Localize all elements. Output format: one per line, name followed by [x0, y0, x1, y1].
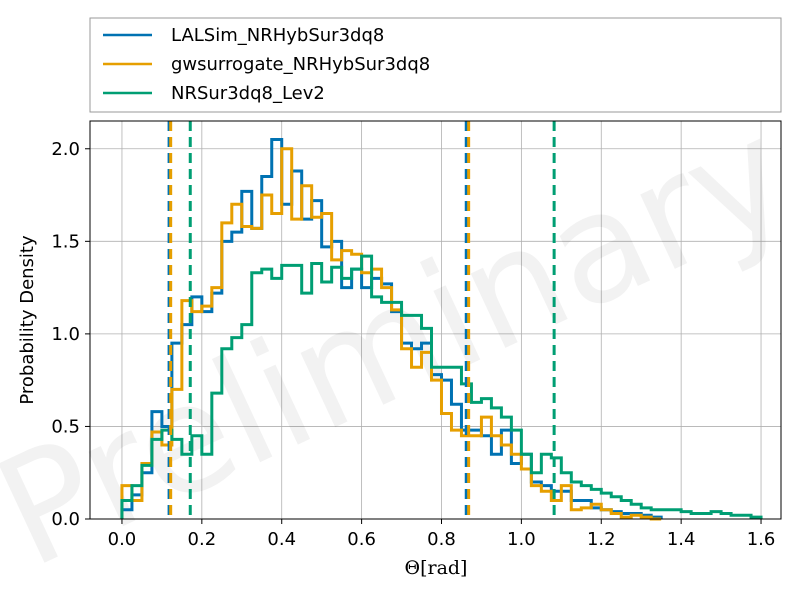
y-tick-label: 1.5 [51, 231, 80, 252]
legend-box [89, 17, 782, 113]
x-tick-label: 1.4 [667, 529, 696, 550]
x-axis-label: Θ[rad] [405, 557, 468, 579]
x-tick-label: 1.2 [587, 529, 616, 550]
plot-frame [89, 120, 782, 520]
legend-label-nrsur: NRSur3dq8_Lev2 [171, 83, 325, 104]
y-tick-label: 0.0 [51, 509, 80, 530]
histogram-series-1 [120, 147, 662, 521]
legend: LALSim_NRHybSur3dq8 gwsurrogate_NRHybSur… [89, 17, 782, 113]
y-axis-label: Probability Density [17, 235, 38, 405]
watermark-text: Preliminary [0, 86, 800, 600]
x-tick-label: 0.6 [347, 529, 376, 550]
x-tick-label: 0.4 [267, 529, 296, 550]
quantile-lines [167, 121, 556, 519]
x-tick-label: 0.0 [108, 529, 137, 550]
y-tick-label: 0.5 [51, 416, 80, 437]
y-tick-label: 2.0 [51, 139, 80, 160]
legend-label-gwsurrogate: gwsurrogate_NRHybSur3dq8 [171, 54, 430, 75]
x-tick-label: 1.0 [507, 529, 536, 550]
y-tick-label: 1.0 [51, 324, 80, 345]
x-tick-label: 0.2 [188, 529, 217, 550]
histogram-series-2 [120, 254, 763, 519]
histogram-series [120, 138, 763, 521]
x-tick-label: 0.8 [427, 529, 456, 550]
legend-label-lalsim: LALSim_NRHybSur3dq8 [171, 25, 384, 46]
axis-ticks: 0.0 0.2 0.4 0.6 0.8 1.0 1.2 1.4 1.6 0.0 0.5 1.0 1.5 2… [51, 139, 775, 550]
x-tick-label: 1.6 [747, 529, 776, 550]
